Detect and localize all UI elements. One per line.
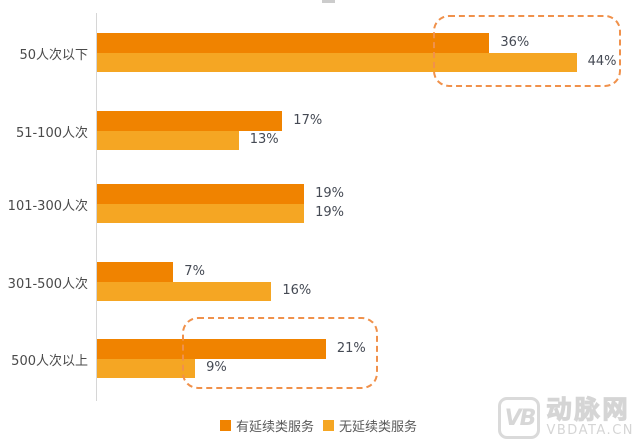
legend-item-with-continuation: 有延续类服务 [219, 416, 314, 435]
bar-series-1-row-2 [97, 203, 305, 223]
highlight-box-top [433, 15, 621, 87]
bar-series-1-row-1 [97, 130, 239, 150]
value-label: 7% [184, 263, 205, 279]
bar-series-0-row-2 [97, 184, 305, 204]
legend-label: 无延续类服务 [339, 420, 418, 435]
value-label: 36% [500, 34, 530, 50]
cropped-title-artifact [322, 0, 335, 3]
bar-series-1-row-4 [97, 358, 196, 378]
bar-series-0-row-4 [97, 339, 326, 359]
legend-label: 有延续类服务 [235, 420, 314, 435]
value-label: 9% [206, 360, 227, 376]
bar-series-0-row-3 [97, 262, 174, 282]
vb-logo-icon: VB [498, 397, 541, 439]
bar-series-1-row-0 [97, 52, 577, 72]
bar-series-0-row-1 [97, 111, 283, 131]
category-label: 301-500人次 [7, 277, 88, 292]
value-label: 19% [315, 185, 344, 201]
category-label: 101-300人次 [7, 199, 88, 214]
value-label: 13% [249, 132, 279, 148]
legend-swatch-light [323, 420, 334, 431]
value-label: 16% [282, 283, 312, 299]
bar-series-1-row-3 [97, 281, 272, 301]
legend-swatch-dark [219, 420, 231, 431]
value-label: 19% [315, 205, 344, 221]
category-label: 51-100人次 [15, 126, 88, 141]
category-label: 50人次以下 [19, 48, 88, 63]
highlight-box-bottom [182, 317, 378, 389]
watermark-domain: VBDATA.CN [546, 423, 634, 438]
value-label: 21% [336, 340, 366, 356]
value-label: 44% [587, 54, 617, 70]
legend-item-without-continuation: 无延续类服务 [323, 416, 417, 435]
value-label: 17% [293, 112, 323, 128]
bar-series-0-row-0 [97, 33, 490, 53]
watermark-logo: VB 动脉网 VBDATA.CN [498, 395, 634, 439]
y-axis-line [96, 13, 97, 401]
watermark-brand: 动脉网 [546, 395, 631, 424]
legend: 有延续类服务 无延续类服务 [0, 416, 637, 435]
category-label: 500人次以上 [11, 354, 88, 369]
